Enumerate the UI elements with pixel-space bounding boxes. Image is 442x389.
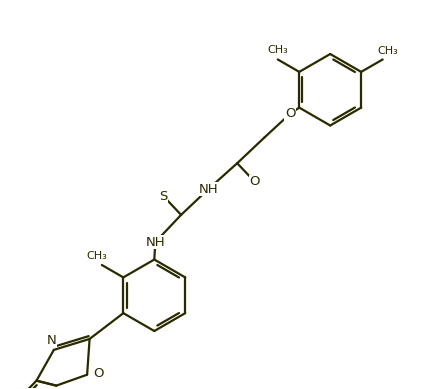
Text: NH: NH [198,182,218,196]
Text: O: O [250,175,260,189]
Text: S: S [159,189,168,203]
Text: NH: NH [145,236,165,249]
Text: O: O [93,367,103,380]
Text: CH₃: CH₃ [267,45,288,54]
Text: CH₃: CH₃ [377,46,398,56]
Text: O: O [285,107,296,120]
Text: CH₃: CH₃ [87,251,107,261]
Text: N: N [46,335,56,347]
